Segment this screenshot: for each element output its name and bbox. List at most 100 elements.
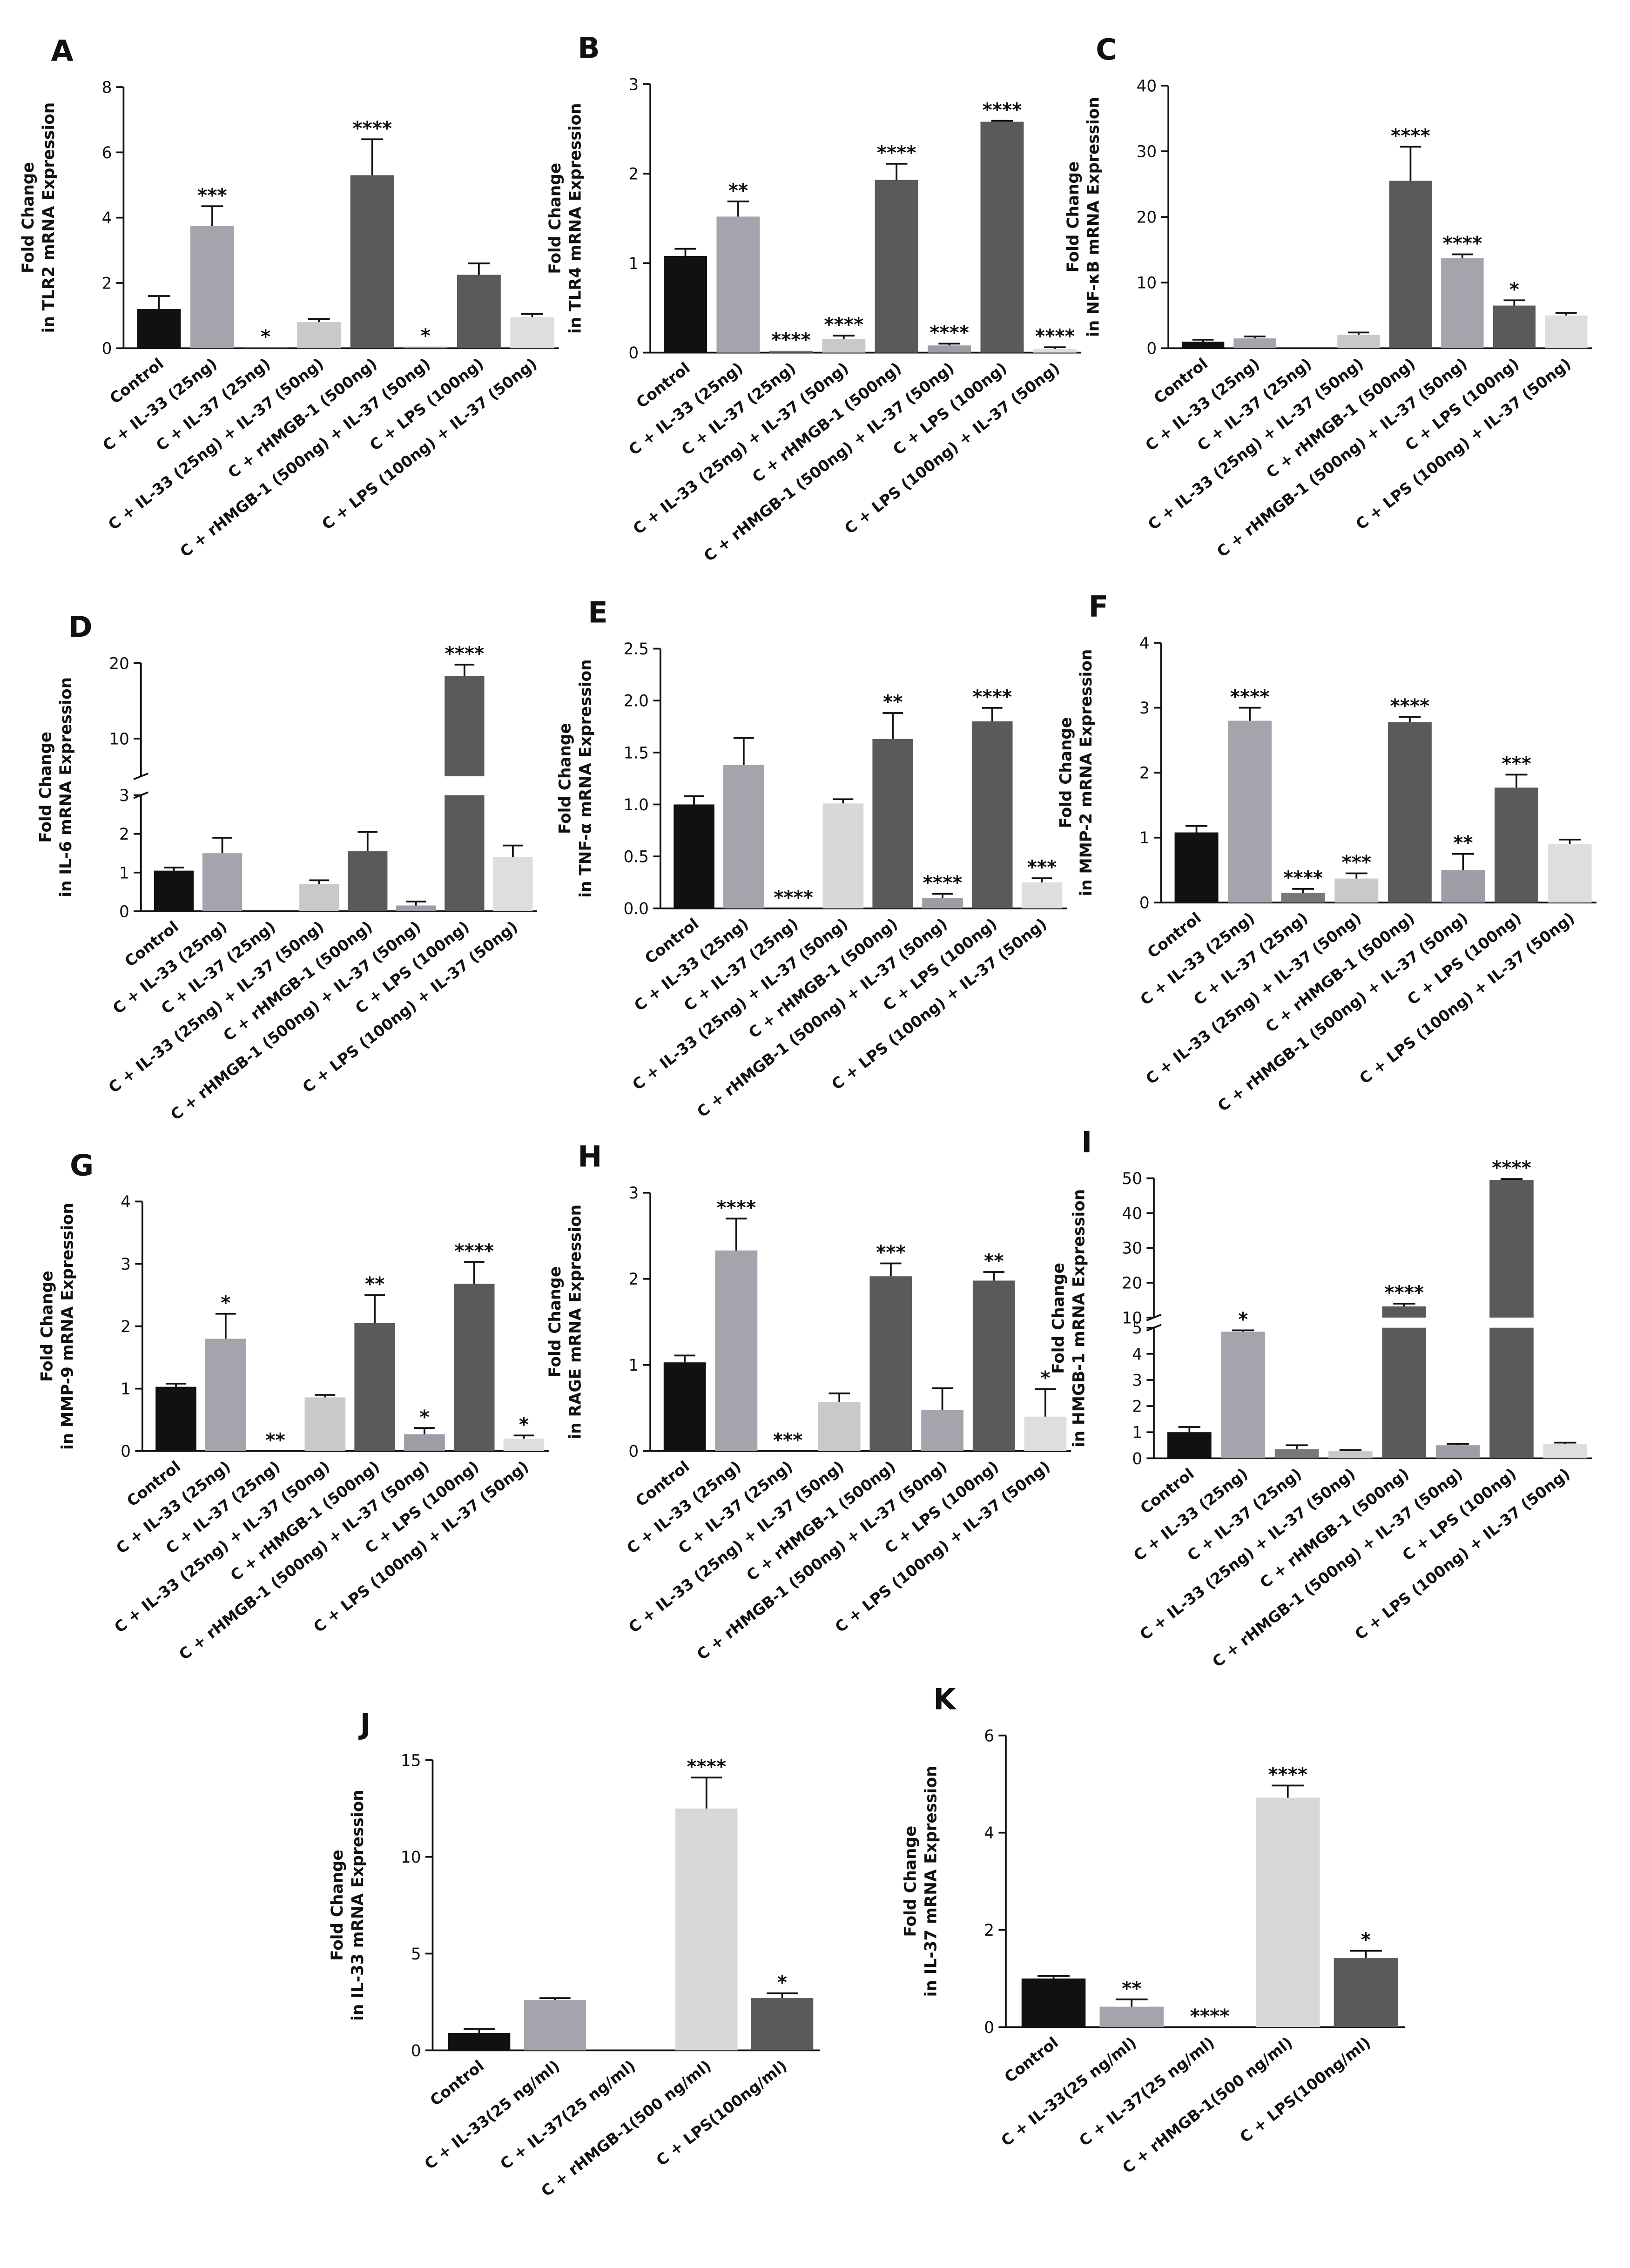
y-tick-label: 1.5 xyxy=(623,744,649,762)
bar xyxy=(921,1409,963,1451)
y-tick-label: 15 xyxy=(401,1751,421,1770)
y-axis-label: in TLR4 mRNA Expression xyxy=(566,103,585,334)
bar xyxy=(445,795,485,911)
bar xyxy=(493,857,533,911)
bar xyxy=(1548,844,1592,903)
y-tick-label: 6 xyxy=(102,144,112,162)
y-axis-label: Fold Change xyxy=(546,163,565,274)
significance-label: * xyxy=(419,1406,429,1428)
bar xyxy=(1174,832,1219,903)
bar xyxy=(299,884,339,911)
significance-label: **** xyxy=(930,322,969,344)
significance-label: **** xyxy=(716,1197,756,1219)
y-tick-label: 0.0 xyxy=(623,900,649,918)
y-tick-label: 0 xyxy=(1132,1450,1142,1468)
significance-label: **** xyxy=(1443,232,1482,255)
bar xyxy=(396,905,436,911)
y-tick-label: 10 xyxy=(109,730,129,748)
y-tick-label: 3 xyxy=(1132,1371,1142,1390)
significance-label: **** xyxy=(1283,867,1323,889)
y-tick-label: 0 xyxy=(102,340,112,358)
bar xyxy=(1167,1432,1212,1459)
significance-label: **** xyxy=(1230,686,1270,708)
y-tick-label: 3 xyxy=(121,1255,131,1274)
bar xyxy=(663,1362,706,1451)
significance-label: **** xyxy=(972,686,1012,708)
y-axis-label: Fold Change xyxy=(546,1266,565,1378)
y-tick-label: 1 xyxy=(1139,829,1150,848)
y-axis-label: Fold Change xyxy=(1050,1263,1068,1374)
y-tick-label: 1.0 xyxy=(623,796,649,814)
bar xyxy=(354,1323,395,1451)
bar xyxy=(715,1250,758,1451)
significance-label: ** xyxy=(1122,1978,1141,2000)
bar xyxy=(205,1339,246,1451)
significance-label: * xyxy=(1509,278,1519,301)
significance-label: ** xyxy=(1453,832,1473,854)
y-tick-label: 1 xyxy=(119,864,129,882)
bar xyxy=(869,1276,912,1451)
bar xyxy=(822,803,864,909)
significance-label: **** xyxy=(923,872,963,894)
y-tick-label: 40 xyxy=(1122,1205,1142,1223)
y-tick-label: 2.0 xyxy=(623,692,649,711)
bar xyxy=(457,275,501,349)
bar xyxy=(723,765,764,909)
y-tick-label: 0 xyxy=(1146,340,1157,358)
axis-break xyxy=(1146,1313,1162,1321)
bar xyxy=(1033,349,1077,353)
bar xyxy=(872,739,913,909)
bar xyxy=(1441,870,1485,903)
bar xyxy=(1281,893,1325,903)
significance-label: **** xyxy=(1492,1157,1531,1179)
y-tick-label: 2.5 xyxy=(623,640,649,659)
bar xyxy=(980,121,1024,353)
bar xyxy=(1435,1445,1480,1459)
bar xyxy=(1543,1444,1588,1459)
bar xyxy=(404,346,448,349)
bar xyxy=(202,853,242,911)
bar xyxy=(453,1284,495,1451)
y-tick-label: 20 xyxy=(1137,209,1157,227)
y-tick-label: 2 xyxy=(984,1921,994,1940)
significance-label: * xyxy=(777,1971,787,1993)
bar xyxy=(1382,1327,1427,1459)
bar xyxy=(1255,1797,1320,2027)
y-tick-label: 1 xyxy=(121,1380,131,1399)
y-tick-label: 8 xyxy=(102,79,112,97)
bar xyxy=(350,175,394,349)
bar xyxy=(1441,258,1484,349)
panel-letter: I xyxy=(1081,1125,1092,1159)
bar xyxy=(1021,882,1063,909)
panel-letter: A xyxy=(51,34,74,68)
panel-letter: K xyxy=(933,1682,957,1716)
bar xyxy=(137,309,181,349)
y-tick-label: 2 xyxy=(628,1270,639,1289)
y-axis-label: Fold Change xyxy=(328,1850,347,1961)
y-tick-label: 20 xyxy=(1122,1274,1142,1293)
bar xyxy=(503,1438,545,1451)
panel-letter: C xyxy=(1096,33,1117,67)
significance-label: **** xyxy=(454,1240,494,1262)
significance-label: *** xyxy=(1342,851,1372,874)
bar xyxy=(928,345,971,353)
y-tick-label: 40 xyxy=(1137,77,1157,95)
significance-label: * xyxy=(261,325,270,348)
y-axis-label: in MMP-9 mRNA Expression xyxy=(58,1203,77,1450)
y-tick-label: 2 xyxy=(121,1318,131,1336)
panel-letter: G xyxy=(70,1148,94,1182)
significance-label: **** xyxy=(445,643,484,665)
y-tick-label: 2 xyxy=(1139,764,1150,783)
y-tick-label: 4 xyxy=(1139,634,1150,653)
bar xyxy=(1493,305,1536,349)
y-axis-label: Fold Change xyxy=(1064,162,1083,273)
bar xyxy=(922,898,963,909)
panel-letter: B xyxy=(578,31,600,65)
y-tick-label: 0 xyxy=(121,1442,131,1461)
y-tick-label: 3 xyxy=(1139,699,1150,718)
bar xyxy=(297,322,341,349)
bar xyxy=(304,1397,346,1451)
bar xyxy=(1024,1416,1067,1451)
